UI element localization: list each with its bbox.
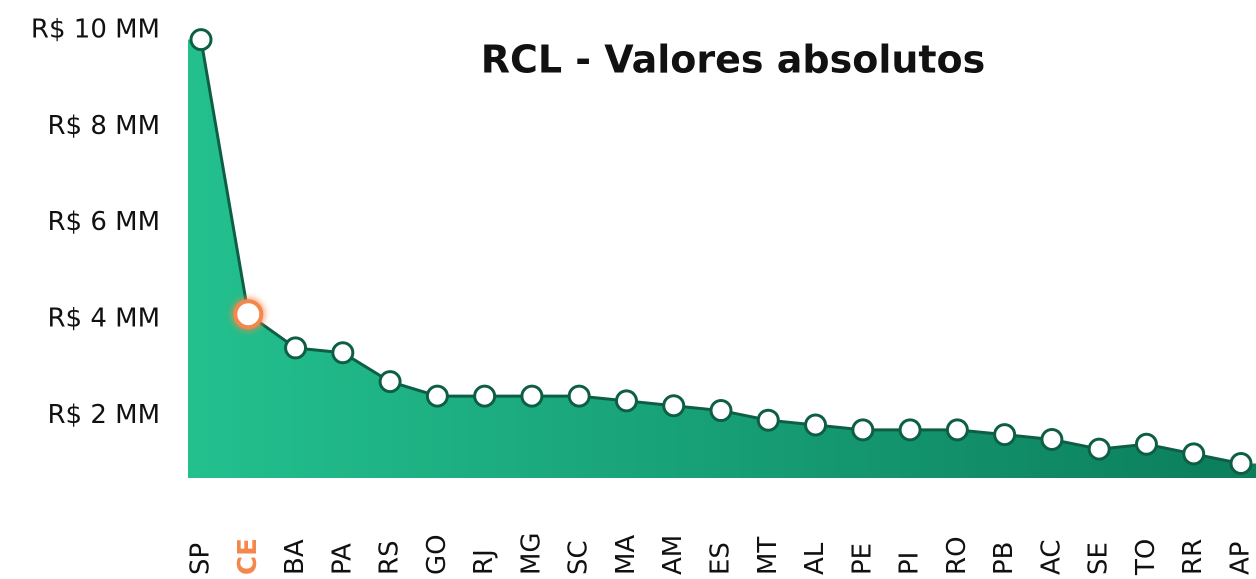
x-tick-label: AC [1036, 540, 1066, 575]
x-tick-label: RJ [469, 549, 499, 575]
chart-title: RCL - Valores absolutos [481, 38, 986, 82]
x-tick-label: AP [1226, 542, 1256, 575]
x-tick-label: TO [1131, 539, 1161, 576]
x-tick-label: PA [327, 543, 357, 575]
marker [756, 408, 780, 432]
y-tick-label: R$ 2 MM [47, 400, 160, 430]
x-tick-label: AM [658, 535, 688, 575]
marker [520, 384, 544, 408]
x-tick-label: ES [706, 542, 736, 575]
marker [945, 418, 969, 442]
y-tick-label: R$ 8 MM [47, 111, 160, 141]
marker [614, 389, 638, 413]
x-tick-label: GO [422, 534, 452, 575]
marker [898, 418, 922, 442]
x-tick-label: PB [989, 541, 1019, 575]
marker [1229, 452, 1253, 476]
x-tick-label: RO [942, 536, 972, 575]
y-tick-label: R$ 4 MM [47, 304, 160, 334]
marker [284, 336, 308, 360]
x-tick-label: MT [753, 537, 783, 575]
x-tick-label: CE [233, 538, 263, 575]
x-tick-label: MG [516, 532, 546, 575]
marker [473, 384, 497, 408]
marker [851, 418, 875, 442]
x-tick-label: RR [1178, 539, 1208, 575]
marker [1134, 432, 1158, 456]
y-tick-label: R$ 6 MM [47, 207, 160, 237]
marker [189, 28, 213, 52]
x-tick-label: SP [186, 543, 216, 575]
marker [709, 399, 733, 423]
marker [378, 370, 402, 394]
x-tick-label: BA [280, 539, 310, 575]
x-tick-label: PI [895, 552, 925, 575]
marker [804, 413, 828, 437]
marker [331, 341, 355, 365]
marker [567, 384, 591, 408]
x-tick-label: SE [1084, 542, 1114, 575]
x-tick-label: SC [564, 540, 594, 575]
x-tick-label: MA [611, 535, 641, 575]
marker [1040, 427, 1064, 451]
marker [1087, 437, 1111, 461]
x-tick-label: RS [375, 540, 405, 575]
y-tick-label: R$ 10 MM [31, 15, 160, 45]
marker [993, 423, 1017, 447]
x-tick-label: PE [847, 543, 877, 575]
marker [1182, 442, 1206, 466]
x-tick-label: AL [800, 542, 830, 575]
area [188, 39, 1256, 479]
marker [662, 394, 686, 418]
marker [425, 384, 449, 408]
highlight-marker [233, 299, 264, 330]
